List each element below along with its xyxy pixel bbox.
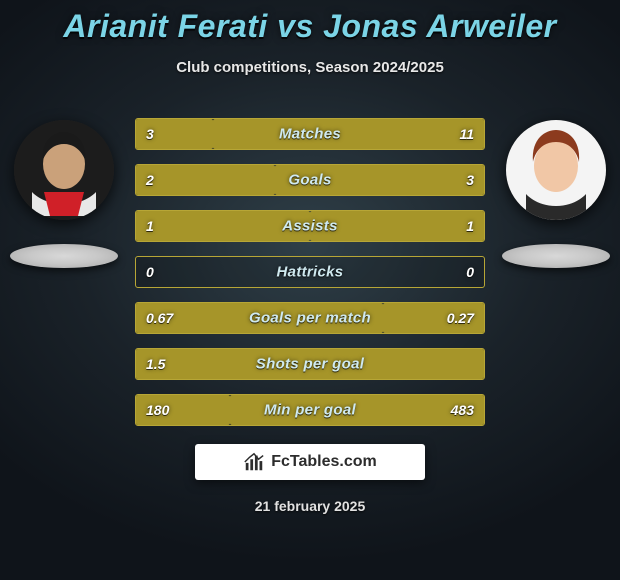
avatar-right-icon bbox=[506, 120, 606, 220]
stat-label: Goals per match bbox=[249, 310, 371, 327]
stat-row: 0.67 Goals per match 0.27 bbox=[135, 302, 485, 334]
stat-right-value: 11 bbox=[459, 126, 474, 142]
site-logo: FcTables.com bbox=[195, 444, 425, 480]
avatar-left-icon bbox=[14, 120, 114, 220]
player-b-name: Jonas Arweiler bbox=[323, 8, 556, 44]
stats-list: 3 Matches 11 2 Goals 3 1 Assists 1 0 Hattricks 0 0.6… bbox=[135, 118, 485, 426]
stat-label: Hattricks bbox=[277, 264, 344, 281]
stat-left-value: 3 bbox=[146, 126, 154, 142]
stat-left-value: 0 bbox=[146, 264, 154, 280]
stat-row: 0 Hattricks 0 bbox=[135, 256, 485, 288]
stat-label: Shots per goal bbox=[256, 356, 364, 373]
stat-row: 1.5 Shots per goal bbox=[135, 348, 485, 380]
chart-icon bbox=[243, 451, 265, 473]
avatar-left bbox=[14, 120, 114, 220]
stat-row: 3 Matches 11 bbox=[135, 118, 485, 150]
stat-row: 2 Goals 3 bbox=[135, 164, 485, 196]
player-left bbox=[10, 120, 118, 268]
avatar-right-shadow bbox=[502, 244, 610, 268]
stat-fill-right bbox=[213, 119, 484, 149]
player-a-name: Arianit Ferati bbox=[63, 8, 267, 44]
player-right bbox=[502, 120, 610, 268]
stat-left-value: 2 bbox=[146, 172, 154, 188]
stat-left-value: 1 bbox=[146, 218, 154, 234]
site-logo-text: FcTables.com bbox=[271, 453, 377, 471]
stat-label: Matches bbox=[279, 126, 341, 143]
stat-right-value: 3 bbox=[466, 172, 474, 188]
stat-right-value: 0 bbox=[466, 264, 474, 280]
stat-label: Goals bbox=[288, 172, 331, 189]
page-title: Arianit Ferati vs Jonas Arweiler bbox=[0, 8, 620, 45]
avatar-left-shadow bbox=[10, 244, 118, 268]
stat-left-value: 1.5 bbox=[146, 356, 165, 372]
stat-right-value: 0.27 bbox=[447, 310, 474, 326]
avatar-right bbox=[506, 120, 606, 220]
subtitle: Club competitions, Season 2024/2025 bbox=[0, 59, 620, 76]
vs-text: vs bbox=[277, 8, 314, 44]
stat-label: Assists bbox=[282, 218, 337, 235]
stat-fill-left bbox=[136, 165, 275, 195]
stat-label: Min per goal bbox=[264, 402, 356, 419]
stat-row: 1 Assists 1 bbox=[135, 210, 485, 242]
stat-right-value: 483 bbox=[451, 402, 474, 418]
stat-left-value: 180 bbox=[146, 402, 169, 418]
stat-left-value: 0.67 bbox=[146, 310, 173, 326]
stat-row: 180 Min per goal 483 bbox=[135, 394, 485, 426]
comparison-card: Arianit Ferati vs Jonas Arweiler Club co… bbox=[0, 0, 620, 580]
date-text: 21 february 2025 bbox=[0, 498, 620, 514]
stat-right-value: 1 bbox=[466, 218, 474, 234]
